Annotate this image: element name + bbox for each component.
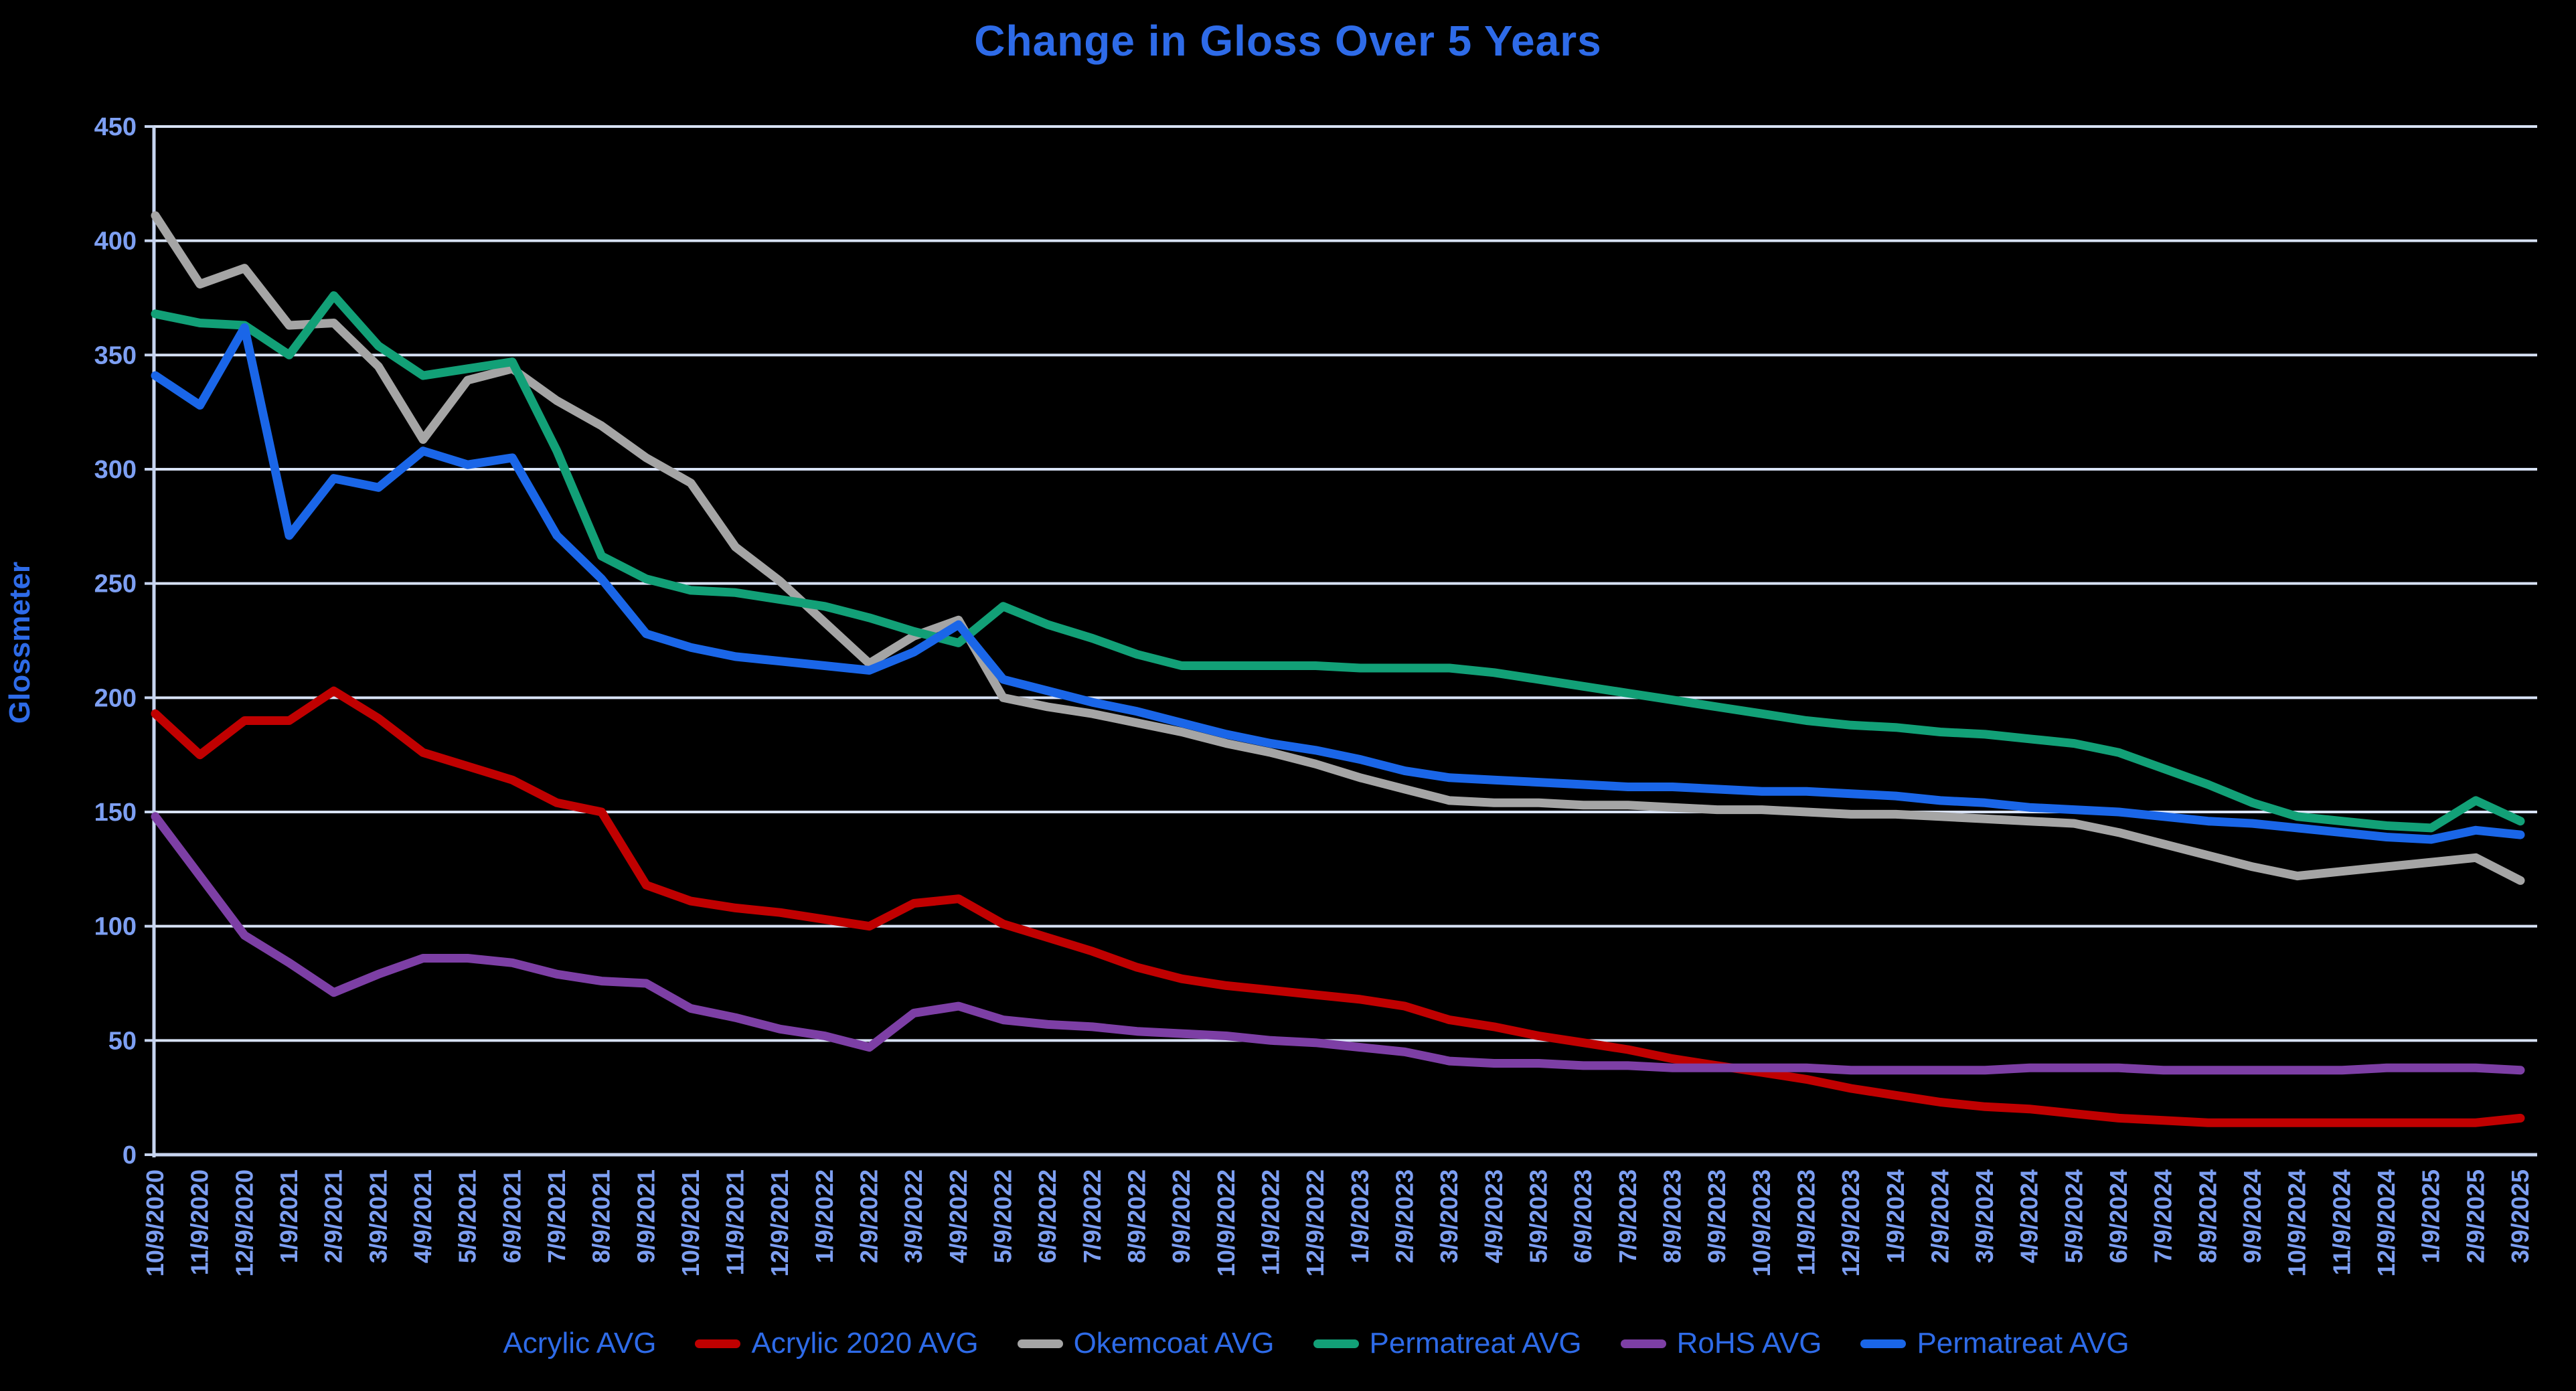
y-tick-label: 300 xyxy=(94,456,137,484)
x-tick-label: 8/9/2023 xyxy=(1658,1169,1686,1263)
x-tick-label: 3/9/2025 xyxy=(2506,1169,2534,1263)
y-tick-label: 100 xyxy=(94,913,137,941)
x-tick-label: 9/9/2024 xyxy=(2239,1169,2266,1263)
x-tick-label: 11/9/2022 xyxy=(1257,1169,1285,1275)
x-tick-label: 1/9/2021 xyxy=(275,1169,303,1263)
x-tick-label: 4/9/2024 xyxy=(2016,1169,2043,1263)
legend-label: RoHS AVG xyxy=(1676,1327,1822,1360)
x-tick-label: 4/9/2021 xyxy=(409,1169,436,1263)
legend-label: Permatreat AVG xyxy=(1917,1327,2129,1360)
x-tick-label: 12/9/2023 xyxy=(1837,1169,1864,1277)
x-tick-label: 1/9/2025 xyxy=(2417,1169,2445,1263)
y-tick-label: 400 xyxy=(94,228,137,256)
x-tick-label: 10/9/2023 xyxy=(1748,1169,1775,1277)
x-tick-label: 2/9/2022 xyxy=(856,1169,883,1263)
x-tick-label: 5/9/2022 xyxy=(989,1169,1017,1263)
y-tick-label: 200 xyxy=(94,684,137,712)
x-tick-label: 1/9/2022 xyxy=(811,1169,838,1263)
x-tick-label: 10/9/2020 xyxy=(141,1169,169,1277)
legend-item: Okemcoat AVG xyxy=(1017,1327,1275,1360)
x-tick-label: 3/9/2022 xyxy=(900,1169,927,1263)
x-tick-label: 10/9/2024 xyxy=(2283,1169,2311,1277)
y-tick-label: 0 xyxy=(123,1141,137,1169)
x-tick-label: 2/9/2024 xyxy=(1926,1169,1953,1263)
y-tick-label: 450 xyxy=(94,113,137,141)
x-tick-label: 7/9/2021 xyxy=(543,1169,570,1263)
chart-title: Change in Gloss Over 5 Years xyxy=(974,17,1602,65)
x-tick-label: 1/9/2024 xyxy=(1882,1169,1909,1263)
series-line-permatreat-avg xyxy=(151,323,2525,844)
y-tick-label: 250 xyxy=(94,570,137,598)
x-tick-label: 6/9/2021 xyxy=(498,1169,526,1263)
x-tick-label: 9/9/2022 xyxy=(1168,1169,1195,1263)
x-tick-label: 7/9/2024 xyxy=(2150,1169,2177,1263)
chart-legend: Acrylic AVG Acrylic 2020 AVG Okemcoat AVG P… xyxy=(0,1327,2576,1360)
x-tick-label: 4/9/2022 xyxy=(945,1169,972,1263)
x-tick-label: 1/9/2023 xyxy=(1346,1169,1374,1263)
x-tick-label: 8/9/2021 xyxy=(588,1169,615,1263)
x-tick-label: 2/9/2021 xyxy=(320,1169,347,1263)
x-tick-label: 6/9/2023 xyxy=(1569,1169,1597,1263)
x-tick-label: 7/9/2023 xyxy=(1614,1169,1641,1263)
x-tick-label: 3/9/2023 xyxy=(1435,1169,1463,1263)
series-line-permatreat-avg xyxy=(151,291,2525,833)
x-tick-label: 10/9/2022 xyxy=(1212,1169,1240,1277)
series-line-rohs-avg xyxy=(151,812,2525,1075)
x-tick-label: 12/9/2022 xyxy=(1301,1169,1329,1277)
x-tick-label: 12/9/2021 xyxy=(766,1169,793,1277)
legend-label: Acrylic 2020 AVG xyxy=(751,1327,979,1360)
series-line-acrylic-2020-avg xyxy=(151,686,2525,1127)
x-tick-label: 11/9/2020 xyxy=(186,1169,214,1275)
x-tick-label: 2/9/2025 xyxy=(2462,1169,2489,1263)
x-tick-label: 11/9/2023 xyxy=(1792,1169,1820,1275)
x-tick-label: 11/9/2021 xyxy=(722,1169,749,1275)
x-tick-label: 7/9/2022 xyxy=(1078,1169,1106,1263)
x-tick-label: 12/9/2024 xyxy=(2372,1169,2400,1277)
x-tick-label: 5/9/2023 xyxy=(1524,1169,1552,1263)
legend-swatch xyxy=(695,1339,741,1348)
x-tick-label: 5/9/2024 xyxy=(2060,1169,2087,1263)
legend-swatch xyxy=(1620,1339,1666,1348)
series-line-okemcoat-avg xyxy=(151,211,2525,885)
legend-swatch xyxy=(1313,1339,1359,1348)
x-tick-label: 6/9/2022 xyxy=(1034,1169,1061,1263)
y-tick-label: 50 xyxy=(108,1027,137,1055)
x-tick-label: 2/9/2023 xyxy=(1390,1169,1418,1263)
legend-item: Permatreat AVG xyxy=(1860,1327,2129,1360)
x-tick-label: 3/9/2024 xyxy=(1971,1169,1998,1263)
x-tick-label: 8/9/2024 xyxy=(2194,1169,2221,1263)
x-tick-label: 9/9/2023 xyxy=(1703,1169,1730,1263)
x-tick-label: 11/9/2024 xyxy=(2328,1169,2355,1275)
y-tick-label: 350 xyxy=(94,341,137,370)
legend-label: Okemcoat AVG xyxy=(1073,1327,1275,1360)
legend-item: RoHS AVG xyxy=(1620,1327,1822,1360)
legend-label: Permatreat AVG xyxy=(1369,1327,1582,1360)
x-tick-label: 8/9/2022 xyxy=(1123,1169,1151,1263)
legend-label: Acrylic AVG xyxy=(503,1327,657,1360)
legend-item: Acrylic 2020 AVG xyxy=(695,1327,979,1360)
x-tick-label: 5/9/2021 xyxy=(454,1169,481,1263)
x-tick-label: 3/9/2021 xyxy=(364,1169,392,1263)
x-tick-label: 12/9/2020 xyxy=(230,1169,258,1277)
legend-item: Permatreat AVG xyxy=(1313,1327,1582,1360)
legend-swatch xyxy=(1017,1339,1063,1348)
x-tick-label: 9/9/2021 xyxy=(632,1169,659,1263)
y-tick-label: 150 xyxy=(94,799,137,827)
legend-swatch xyxy=(1860,1339,1907,1348)
x-tick-label: 10/9/2021 xyxy=(677,1169,704,1277)
legend-swatch xyxy=(447,1339,493,1348)
legend-item: Acrylic AVG xyxy=(447,1327,656,1360)
x-tick-label: 4/9/2023 xyxy=(1480,1169,1508,1263)
x-tick-label: 6/9/2024 xyxy=(2105,1169,2132,1263)
